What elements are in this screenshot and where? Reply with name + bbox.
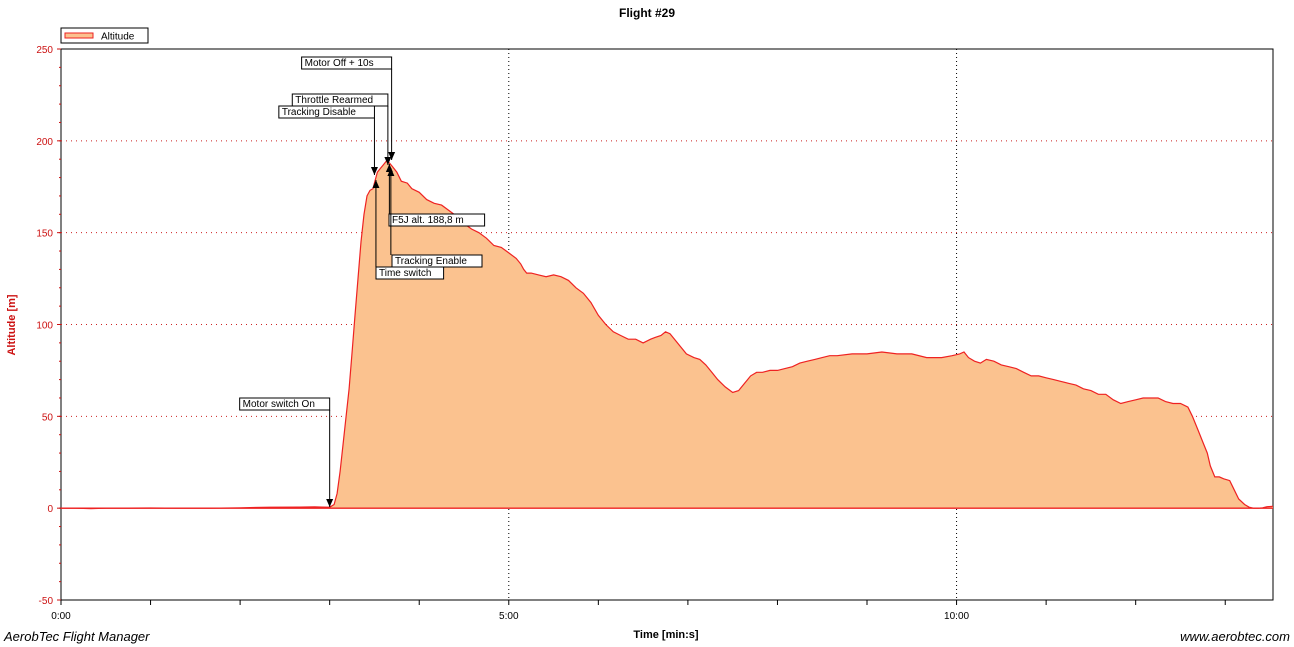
annotation-label: Time switch — [379, 268, 431, 279]
annotation: Time switch — [372, 180, 445, 280]
altitude-series — [61, 160, 1274, 510]
annotation-box — [291, 93, 389, 107]
footer-website: www.aerobtec.com — [1180, 629, 1290, 644]
annotation-label: Motor switch On — [243, 399, 315, 410]
legend-entry-altitude: Altitude — [101, 32, 135, 43]
altitude-line — [61, 160, 1274, 510]
annotation-label: Throttle Rearmed — [295, 95, 373, 106]
annotation-arrow — [387, 168, 395, 176]
annotation-arrow — [326, 499, 334, 507]
y-tick-label: 50 — [42, 412, 54, 423]
annotation-label: Tracking Enable — [395, 256, 467, 267]
legend-swatch — [64, 32, 94, 39]
x-tick-label: 10:00 — [944, 611, 969, 622]
y-tick-label: 100 — [36, 321, 53, 332]
annotation-arrow — [384, 157, 392, 165]
y-tick-label: 200 — [36, 137, 53, 148]
chart-title: Flight #29 — [619, 6, 675, 20]
annotation-box — [301, 56, 393, 70]
annotation: Motor switch On — [239, 397, 334, 507]
x-tick-label: 0:00 — [51, 611, 71, 622]
x-tick-label: 5:00 — [499, 611, 519, 622]
altitude-area-fill — [61, 161, 1273, 509]
annotation: Tracking Enable — [387, 168, 483, 268]
annotation-label: Motor Off + 10s — [305, 58, 374, 69]
axes: -50 0 50 100 150 200 250 0:00 5:00 10:00 — [36, 45, 1226, 622]
y-tick-label: 150 — [36, 229, 53, 240]
annotation-box — [388, 213, 486, 227]
annotation-box — [391, 254, 483, 268]
legend-box — [60, 27, 149, 44]
annotation-label: Tracking Disable — [282, 107, 357, 118]
annotation-arrow — [372, 180, 380, 188]
footer-app-name: AerobTec Flight Manager — [3, 629, 150, 644]
annotation: Motor Off + 10s — [301, 56, 396, 160]
annotation: Throttle Rearmed — [291, 93, 392, 165]
y-tick-label: -50 — [39, 596, 54, 607]
y-tick-label: 250 — [36, 45, 53, 56]
annotation: F5J alt. 188,8 m — [385, 164, 486, 227]
annotation: Tracking Disable — [278, 105, 378, 175]
y-axis-label: Altitude [m] — [6, 294, 18, 355]
annotation-arrow — [370, 167, 378, 175]
annotation-box — [239, 397, 331, 411]
legend: Altitude — [60, 27, 149, 44]
annotation-arrow — [388, 152, 396, 160]
annotations: Motor switch On Tracking Disable Time swit… — [239, 56, 486, 507]
y-tick-label: 0 — [47, 504, 53, 515]
annotation-label: F5J alt. 188,8 m — [392, 215, 464, 226]
x-axis-label: Time [min:s] — [633, 629, 699, 641]
